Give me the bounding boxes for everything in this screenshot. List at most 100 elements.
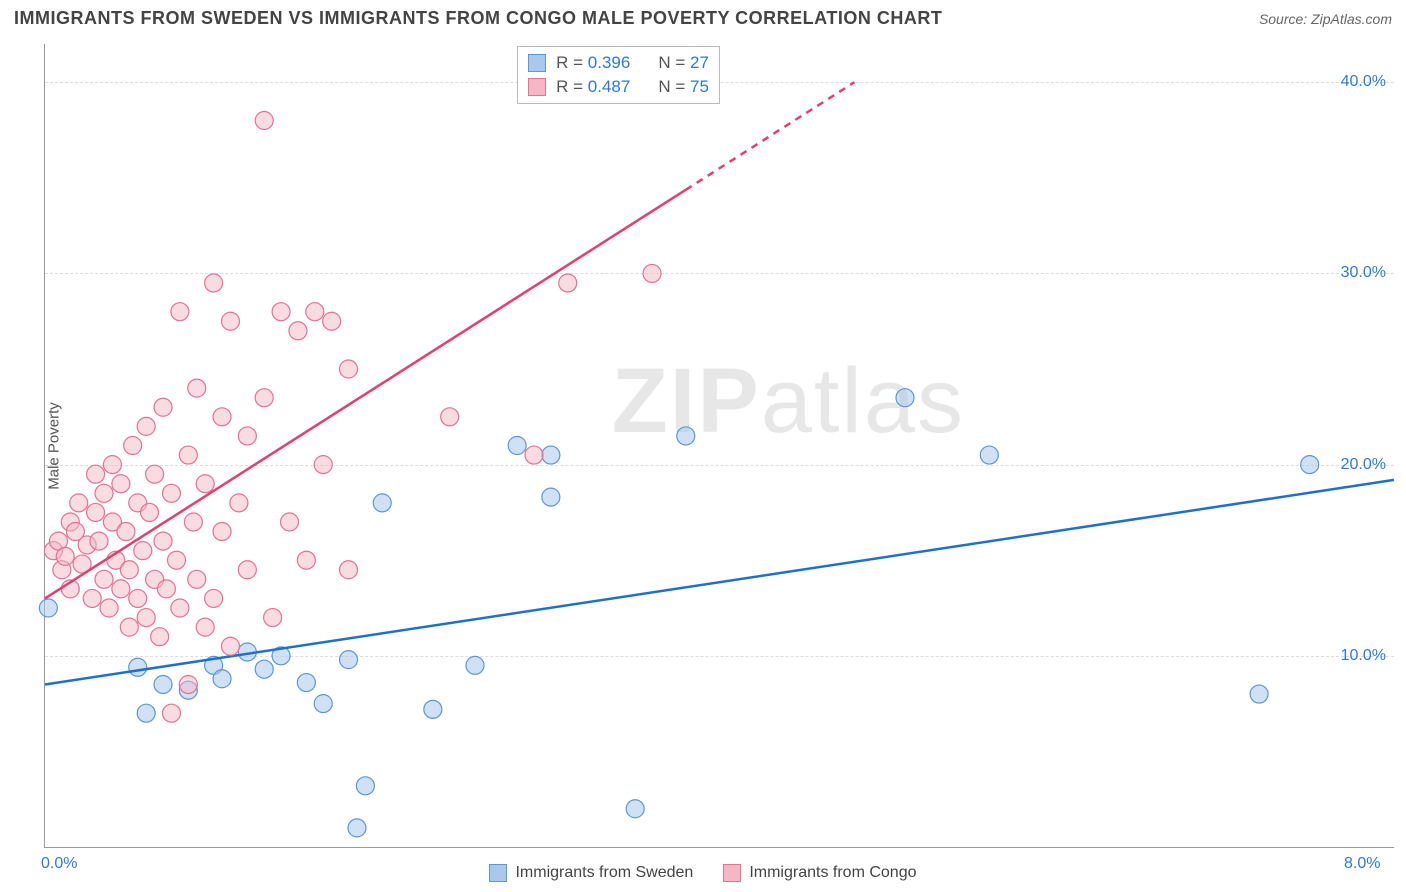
data-point-congo — [137, 417, 155, 435]
trend-line-sweden — [45, 480, 1394, 685]
data-point-sweden — [39, 599, 57, 617]
data-point-congo — [120, 618, 138, 636]
data-point-congo — [87, 503, 105, 521]
chart-title: IMMIGRANTS FROM SWEDEN VS IMMIGRANTS FRO… — [14, 8, 942, 29]
data-point-congo — [141, 503, 159, 521]
data-point-sweden — [255, 660, 273, 678]
data-point-congo — [306, 303, 324, 321]
data-point-sweden — [314, 695, 332, 713]
n-value: 27 — [690, 53, 709, 72]
data-point-congo — [168, 551, 186, 569]
data-point-congo — [340, 561, 358, 579]
data-point-congo — [179, 446, 197, 464]
chart-header: IMMIGRANTS FROM SWEDEN VS IMMIGRANTS FRO… — [0, 0, 1406, 33]
data-point-congo — [297, 551, 315, 569]
data-point-congo — [157, 580, 175, 598]
data-point-congo — [441, 408, 459, 426]
data-point-congo — [124, 437, 142, 455]
data-point-sweden — [424, 700, 442, 718]
data-point-sweden — [137, 704, 155, 722]
source-name: ZipAtlas.com — [1311, 11, 1392, 27]
data-point-congo — [154, 398, 172, 416]
data-point-congo — [90, 532, 108, 550]
stats-legend-row: R = 0.396 N = 27 — [528, 51, 709, 75]
data-point-congo — [120, 561, 138, 579]
trend-line-congo — [45, 190, 686, 599]
data-point-congo — [205, 589, 223, 607]
data-point-congo — [255, 111, 273, 129]
data-point-sweden — [340, 651, 358, 669]
data-point-congo — [103, 456, 121, 474]
data-point-sweden — [896, 389, 914, 407]
data-point-congo — [134, 542, 152, 560]
data-point-sweden — [297, 674, 315, 692]
data-point-congo — [70, 494, 88, 512]
data-point-congo — [95, 484, 113, 502]
data-point-sweden — [348, 819, 366, 837]
data-point-congo — [146, 465, 164, 483]
data-point-congo — [559, 274, 577, 292]
data-point-sweden — [154, 675, 172, 693]
data-point-congo — [100, 599, 118, 617]
data-point-sweden — [626, 800, 644, 818]
data-point-congo — [171, 599, 189, 617]
data-point-sweden — [980, 446, 998, 464]
data-point-congo — [205, 274, 223, 292]
data-point-congo — [643, 264, 661, 282]
data-point-congo — [129, 589, 147, 607]
source-citation: Source: ZipAtlas.com — [1259, 11, 1392, 27]
stats-legend-row: R = 0.487N = 75 — [528, 75, 709, 99]
legend-swatch — [489, 864, 507, 882]
data-point-congo — [117, 523, 135, 541]
data-point-sweden — [213, 670, 231, 688]
n-label: N = — [658, 53, 690, 72]
data-point-congo — [213, 408, 231, 426]
data-point-congo — [340, 360, 358, 378]
legend-swatch — [528, 54, 546, 72]
data-point-sweden — [129, 658, 147, 676]
data-point-congo — [213, 523, 231, 541]
data-point-congo — [151, 628, 169, 646]
data-point-congo — [314, 456, 332, 474]
plot-svg — [45, 44, 1394, 847]
r-value: 0.487 — [588, 77, 631, 96]
data-point-congo — [221, 312, 239, 330]
data-point-congo — [83, 589, 101, 607]
data-point-congo — [230, 494, 248, 512]
series-legend-item: Immigrants from Congo — [723, 864, 916, 882]
source-prefix: Source: — [1259, 11, 1311, 27]
data-point-congo — [184, 513, 202, 531]
data-point-sweden — [356, 777, 374, 795]
data-point-congo — [56, 547, 74, 565]
legend-swatch — [723, 864, 741, 882]
data-point-congo — [255, 389, 273, 407]
data-point-congo — [289, 322, 307, 340]
data-point-congo — [525, 446, 543, 464]
data-point-sweden — [466, 656, 484, 674]
data-point-congo — [162, 704, 180, 722]
series-legend-label: Immigrants from Sweden — [515, 864, 693, 882]
scatter-chart: ZIPatlas R = 0.396N = 27R = 0.487N = 75 … — [44, 44, 1394, 848]
series-legend-item: Immigrants from Sweden — [489, 864, 693, 882]
data-point-congo — [171, 303, 189, 321]
r-label: R = — [556, 53, 588, 72]
r-value: 0.396 — [588, 53, 631, 72]
data-point-congo — [238, 561, 256, 579]
data-point-congo — [196, 475, 214, 493]
data-point-congo — [188, 570, 206, 588]
data-point-congo — [264, 609, 282, 627]
data-point-sweden — [508, 437, 526, 455]
data-point-sweden — [1301, 456, 1319, 474]
data-point-congo — [137, 609, 155, 627]
legend-swatch — [528, 78, 546, 96]
data-point-congo — [162, 484, 180, 502]
data-point-congo — [323, 312, 341, 330]
data-point-sweden — [373, 494, 391, 512]
data-point-sweden — [1250, 685, 1268, 703]
r-label: R = — [556, 77, 588, 96]
series-legend-label: Immigrants from Congo — [749, 864, 916, 882]
data-point-congo — [281, 513, 299, 531]
series-legend: Immigrants from Sweden Immigrants from Co… — [0, 864, 1406, 882]
n-value: 75 — [690, 77, 709, 96]
data-point-sweden — [542, 488, 560, 506]
